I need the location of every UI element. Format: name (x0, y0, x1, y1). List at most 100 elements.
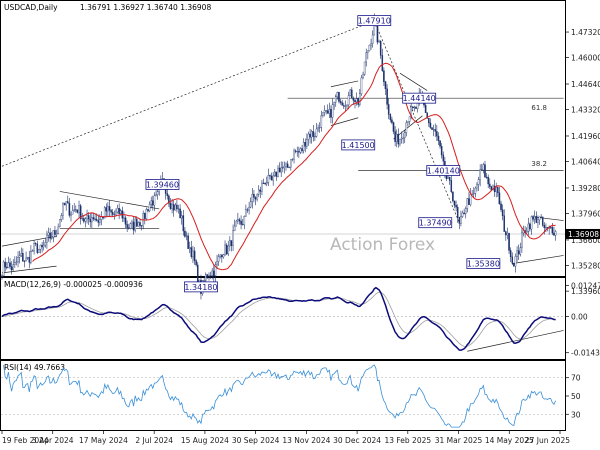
candle-body (219, 254, 221, 257)
candle-body (365, 52, 368, 63)
candle-body (501, 209, 504, 217)
candle-body (123, 217, 125, 219)
chart-title: USDCAD,Daily (4, 3, 58, 12)
candle-body (452, 191, 454, 202)
candle-body (254, 197, 257, 200)
candle-body (391, 119, 393, 123)
candle-body (28, 257, 31, 263)
candle-body (301, 148, 303, 151)
time-tick: 15 Aug 2024 (181, 436, 229, 445)
rsi-axis: 70 50 30 (565, 374, 581, 419)
candle-body (246, 209, 249, 211)
candle-body (506, 233, 509, 236)
candle-body (293, 150, 295, 160)
candle-body (52, 230, 55, 238)
candle-body (251, 194, 254, 202)
candle-body (76, 209, 79, 213)
candle-body (57, 226, 59, 234)
candle-body (190, 247, 193, 257)
candle-body (498, 192, 501, 205)
candle-body (519, 247, 522, 255)
candle-body (378, 40, 380, 43)
candle-body (267, 175, 270, 183)
candle-body (407, 121, 409, 123)
candle-body (387, 104, 390, 115)
candle-body (540, 216, 542, 218)
price-label: 1.37490 (418, 217, 453, 229)
candle-body (458, 216, 461, 224)
candle-body (42, 244, 45, 248)
candle-body (148, 204, 151, 212)
candle-body (46, 234, 48, 243)
candle-body (26, 257, 29, 259)
candle-body (184, 230, 186, 237)
candle-body (344, 105, 347, 107)
candle-body (497, 186, 499, 193)
rsi-tick: 50 (571, 392, 581, 401)
watermark: Action Forex (330, 235, 435, 255)
candle-body (479, 169, 481, 180)
candle-body (302, 142, 305, 151)
price-label: 1.35380 (466, 258, 501, 270)
candle-body (381, 55, 384, 71)
candle-body (533, 216, 536, 220)
candle-body (341, 102, 343, 106)
candle-body (298, 151, 300, 153)
candle-body (99, 219, 101, 223)
candle-body (209, 275, 212, 276)
candle-body (400, 137, 403, 140)
candle-body (68, 202, 71, 216)
candle-body (100, 216, 103, 220)
candle-body (383, 70, 385, 82)
candle-body (392, 122, 395, 132)
candle-body (309, 133, 311, 138)
price-tick: 1.43320 (571, 106, 600, 115)
candle-body (511, 256, 514, 264)
candle-body (115, 211, 117, 215)
candle-body (278, 167, 281, 173)
candle-body (249, 201, 252, 208)
candle-body (23, 260, 26, 262)
candle-body (179, 208, 181, 219)
candle-body (261, 182, 263, 192)
ohlc-header: 1.36791 1.36927 1.36740 1.36908 (80, 3, 211, 12)
candle-body (525, 231, 528, 234)
candle-body (94, 218, 96, 220)
price-tick: 1.35280 (571, 262, 600, 271)
candle-body (368, 44, 371, 51)
price-tick: 1.33960 (571, 287, 600, 296)
candle-body (47, 232, 50, 236)
candle-body (9, 262, 11, 267)
candle-body (456, 206, 459, 218)
fib-levels: 61.8 38.2 (531, 104, 547, 168)
candle-body (124, 217, 127, 225)
candle-body (448, 176, 451, 181)
long-dashed-trend (1, 20, 375, 167)
candle-body (326, 110, 329, 114)
rsi-title: RSI(14) 49.7663 (4, 363, 65, 372)
last-price-label: 1.36908 (568, 230, 599, 239)
candle-body (7, 262, 10, 269)
candle-body (18, 255, 21, 258)
channel-lower (512, 255, 564, 264)
candle-body (277, 167, 279, 177)
candle-body (290, 159, 292, 168)
candle-body (79, 205, 82, 219)
candle-body (118, 207, 120, 215)
candle-body (394, 131, 396, 142)
macd-tick: 0.012472 (571, 281, 600, 290)
candle-body (306, 139, 308, 147)
svg-text:1.39460: 1.39460 (146, 180, 179, 189)
candle-body (222, 254, 225, 258)
candle-body (196, 264, 199, 284)
time-tick: 30 Dec 2024 (333, 436, 381, 445)
candle-body (487, 177, 489, 185)
candle-body (355, 98, 358, 103)
price-tick: 1.36600 (571, 236, 600, 245)
candle-body (111, 212, 114, 215)
candle-body (529, 223, 531, 230)
candle-body (411, 106, 414, 109)
candle-body (31, 250, 34, 252)
candle-body (10, 266, 13, 271)
candle-body (474, 187, 477, 194)
